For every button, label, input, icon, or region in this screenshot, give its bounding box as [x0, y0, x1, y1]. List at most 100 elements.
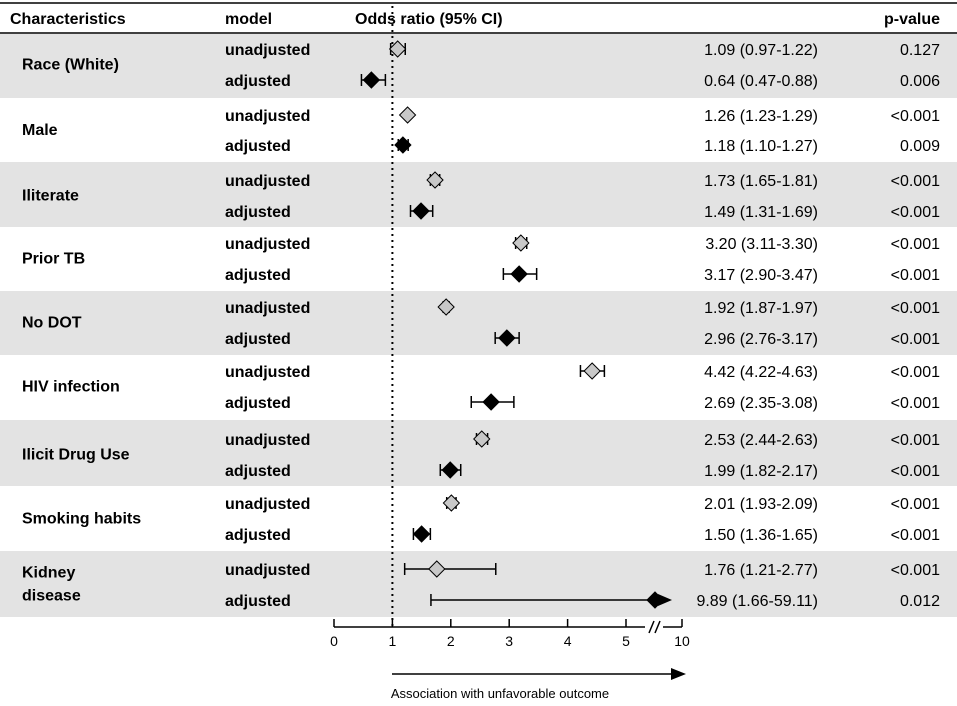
or-ci-value: 2.69 (2.35-3.08): [704, 395, 818, 412]
unadjusted-point: [473, 430, 491, 448]
row-band: [0, 291, 957, 355]
unadjusted-point: [426, 171, 444, 189]
model-label: unadjusted: [225, 562, 310, 579]
model-label: adjusted: [225, 527, 291, 544]
plot-rows: Race (White) unadjusted 1.09 (0.97-1.22) 0.…: [22, 40, 940, 610]
x-axis: 0 1 2 3 4 5 10: [330, 619, 690, 649]
unadjusted-point: [512, 234, 530, 252]
axis-tick-label: 10: [674, 633, 690, 649]
p-value: <0.001: [891, 527, 940, 544]
model-label: adjusted: [225, 463, 291, 480]
unadjusted-point: [398, 106, 417, 124]
characteristic-label: Iliterate: [22, 188, 79, 205]
axis-tick-label: 4: [564, 633, 572, 649]
or-ci-value: 3.17 (2.90-3.47): [704, 267, 818, 284]
or-ci-value: 1.09 (0.97-1.22): [704, 42, 818, 59]
characteristic-label: disease: [22, 588, 81, 605]
model-label: unadjusted: [225, 108, 310, 125]
p-value: <0.001: [891, 204, 940, 221]
model-label: adjusted: [225, 267, 291, 284]
model-label: adjusted: [225, 138, 291, 155]
or-ci-value: 4.42 (4.22-4.63): [704, 364, 818, 381]
axis-tick-label: 3: [505, 633, 513, 649]
axis-break-mark: [654, 620, 661, 634]
unadjusted-point: [428, 560, 446, 578]
group-iliterate: Iliterate unadjusted 1.73 (1.65-1.81) <0.00…: [22, 171, 940, 221]
or-ci-value: 2.01 (1.93-2.09): [704, 496, 818, 513]
adjusted-point: [510, 265, 528, 283]
model-label: adjusted: [225, 593, 291, 610]
characteristic-label: Male: [22, 122, 58, 139]
p-value: <0.001: [891, 432, 940, 449]
p-value: <0.001: [891, 496, 940, 513]
ci-arrowhead: [658, 594, 672, 606]
or-ci-value: 1.26 (1.23-1.29): [704, 108, 818, 125]
adjusted-point: [646, 591, 664, 609]
group-ilicit-drug-use: Ilicit Drug Use unadjusted 2.53 (2.44-2.63…: [22, 430, 940, 480]
unadjusted-point: [388, 40, 407, 58]
row-band: [0, 162, 957, 227]
direction-note: Association with unfavorable outcome: [391, 668, 686, 701]
direction-label: Association with unfavorable outcome: [391, 686, 609, 701]
model-label: unadjusted: [225, 173, 310, 190]
or-ci-value: 0.64 (0.47-0.88): [704, 73, 818, 90]
model-label: unadjusted: [225, 364, 310, 381]
model-label: adjusted: [225, 73, 291, 90]
p-value: <0.001: [891, 300, 940, 317]
header-characteristics: Characteristics: [10, 11, 126, 28]
p-value: <0.001: [891, 108, 940, 125]
unadjusted-point: [583, 362, 601, 380]
characteristic-label: HIV infection: [22, 379, 120, 396]
model-label: unadjusted: [225, 236, 310, 253]
row-band: [0, 551, 957, 617]
adjusted-point: [412, 202, 430, 220]
axis-tick-label: 2: [447, 633, 455, 649]
or-ci-value: 1.73 (1.65-1.81): [704, 173, 818, 190]
characteristic-label: Ilicit Drug Use: [22, 447, 130, 464]
p-value: <0.001: [891, 331, 940, 348]
characteristic-label: Kidney: [22, 565, 75, 582]
p-value: 0.006: [900, 73, 940, 90]
p-value: <0.001: [891, 395, 940, 412]
model-label: unadjusted: [225, 496, 310, 513]
characteristic-label: Smoking habits: [22, 511, 141, 528]
or-ci-value: 1.76 (1.21-2.77): [704, 562, 818, 579]
p-value: 0.009: [900, 138, 940, 155]
or-ci-value: 2.53 (2.44-2.63): [704, 432, 818, 449]
or-ci-value: 1.50 (1.36-1.65): [704, 527, 818, 544]
group-race-white: Race (White) unadjusted 1.09 (0.97-1.22) 0.…: [22, 40, 940, 90]
p-value: 0.127: [900, 42, 940, 59]
axis-tick-label: 5: [622, 633, 630, 649]
group-no-dot: No DOT unadjusted 1.92 (1.87-1.97) <0.001 ad…: [22, 298, 940, 348]
adjusted-point: [498, 329, 516, 347]
p-value: <0.001: [891, 562, 940, 579]
header-odds-ratio: Odds ratio (95% CI): [355, 11, 503, 28]
characteristic-label: Prior TB: [22, 251, 85, 268]
model-label: adjusted: [225, 395, 291, 412]
axis-tick-label: 1: [389, 633, 397, 649]
model-label: unadjusted: [225, 300, 310, 317]
model-label: adjusted: [225, 204, 291, 221]
characteristic-label: Race (White): [22, 57, 119, 74]
or-ci-value: 3.20 (3.11-3.30): [705, 236, 818, 253]
row-band: [0, 420, 957, 486]
group-prior-tb: Prior TB unadjusted 3.20 (3.11-3.30) <0.001…: [22, 234, 940, 284]
characteristic-label: No DOT: [22, 315, 82, 332]
model-label: unadjusted: [225, 42, 310, 59]
or-ci-value: 2.96 (2.76-3.17): [704, 331, 818, 348]
model-label: adjusted: [225, 331, 291, 348]
adjusted-point: [394, 136, 412, 154]
axis-tick-label: 0: [330, 633, 338, 649]
or-ci-value: 1.18 (1.10-1.27): [704, 138, 818, 155]
p-value: <0.001: [891, 463, 940, 480]
axis-break-mark: [648, 620, 655, 634]
p-value: <0.001: [891, 364, 940, 381]
adjusted-point: [441, 461, 459, 479]
group-male: Male unadjusted 1.26 (1.23-1.29) <0.001 adju…: [22, 106, 940, 155]
or-ci-value: 1.92 (1.87-1.97): [704, 300, 818, 317]
unadjusted-point: [437, 298, 455, 316]
row-bands: [0, 6, 957, 628]
unadjusted-point: [442, 494, 461, 512]
header-p-value: p-value: [884, 11, 940, 28]
or-ci-value: 9.89 (1.66-59.11): [696, 593, 818, 610]
